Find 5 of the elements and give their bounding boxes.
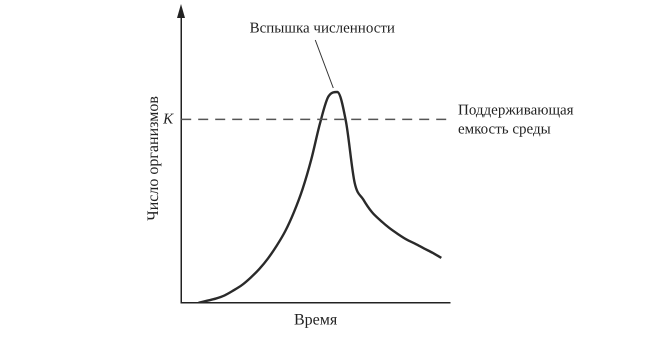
ref-line-label: K	[162, 111, 174, 128]
x-axis-title: Время	[294, 312, 338, 329]
text: Вспышка численности	[250, 20, 395, 36]
text: Поддерживающая емкость среды	[458, 102, 574, 138]
y-axis-title: Число организмов	[144, 96, 162, 221]
